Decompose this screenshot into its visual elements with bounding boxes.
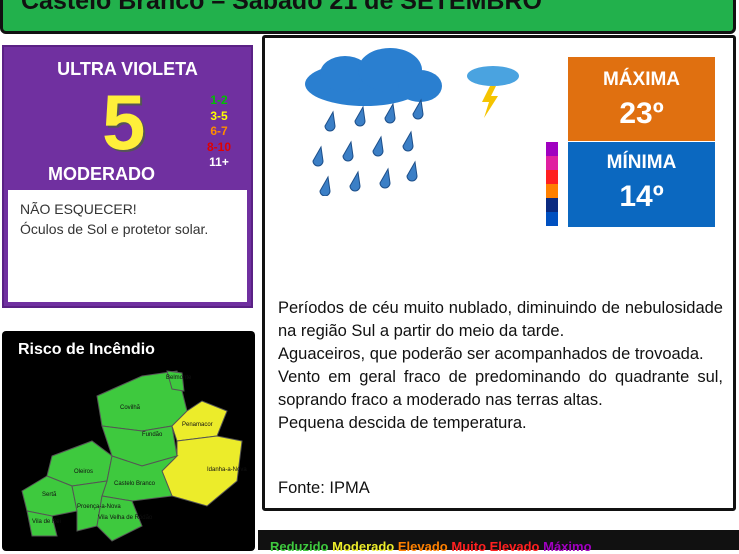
temp-scale [546,142,558,226]
map-label: Vila Velha de Ródão [98,515,153,521]
uv-scale: 1-2 3-5 6-7 8-10 11+ [204,93,234,171]
uv-scale-item: 6-7 [210,124,228,138]
min-box: MÍNIMA 14º [568,142,715,227]
legend-item: Máximo [543,539,592,554]
fire-legend: Reduzido Moderado Elevado Muito Elevado … [258,530,739,554]
legend-item: Moderado [332,539,395,554]
weather-icon [305,48,519,196]
min-label: MÍNIMA [606,152,677,173]
forecast-paragraph: Pequena descida de temperatura. [278,414,527,432]
legend-item: Reduzido [270,539,329,554]
uv-title: ULTRA VIOLETA [57,59,198,79]
map-label: Fundão [142,432,163,438]
uv-scale-item: 11+ [209,155,229,169]
max-label: MÁXIMA [602,69,681,90]
title: Castelo Branco – Sábado 21 de SETEMBRO [21,0,542,15]
uv-scale-item: 1-2 [210,93,228,107]
map-label: Idanha-a-Nova [207,467,247,473]
note-line: NÃO ESQUECER! [20,201,137,217]
max-box: MÁXIMA 23º [568,57,715,141]
forecast-paragraph: Vento em geral fraco de predominando do … [278,368,723,409]
fire-map: Belmonte Covilhã Fundão Penamacor Idanha… [21,370,247,542]
map-label: Penamacor [182,422,213,428]
forecast-paragraph: Períodos de céu muito nublado, diminuind… [278,299,723,340]
map-label: Covilhã [120,405,141,411]
note-line: Óculos de Sol e protetor solar. [20,221,209,237]
forecast-text: Períodos de céu muito nublado, diminuind… [278,297,723,435]
map-label: Castelo Branco [114,481,156,487]
uv-scale-item: 8-10 [206,139,232,154]
uv-scale-item: 3-5 [210,108,228,123]
map-label: Sertã [42,492,57,498]
fire-title: Risco de Incêndio [18,341,155,358]
legend-row: Reduzido Moderado Elevado Muito Elevado … [270,539,592,554]
legend-item: Elevado [397,539,448,554]
uv-level: MODERADO [48,164,155,184]
min-value: 14º [619,180,664,213]
map-label: Proença-a-Nova [77,504,121,510]
forecast-panel: MÁXIMA 23º MÍNIMA 14º Períodos de céu mu… [262,35,736,511]
legend-item: Muito Elevado [451,539,540,554]
header: Castelo Branco – Sábado 21 de SETEMBRO [0,0,736,34]
uv-panel: ULTRA VIOLETA 5 1-2 3-5 6-7 8-10 11+ MOD… [2,45,253,308]
map-label: Oleiros [74,469,93,475]
uv-index: 5 [102,78,146,166]
fire-panel: Risco de Incêndio Belmonte Covilhã Fundã… [2,331,255,551]
map-label: Vila de Rei [32,519,61,525]
source: Fonte: IPMA [278,479,370,497]
map-label: Belmonte [166,375,192,381]
forecast-paragraph: Aguaceiros, que poderão ser acompanhados… [278,345,704,363]
max-value: 23º [619,97,664,130]
uv-note: NÃO ESQUECER! Óculos de Sol e protetor s… [8,190,247,302]
